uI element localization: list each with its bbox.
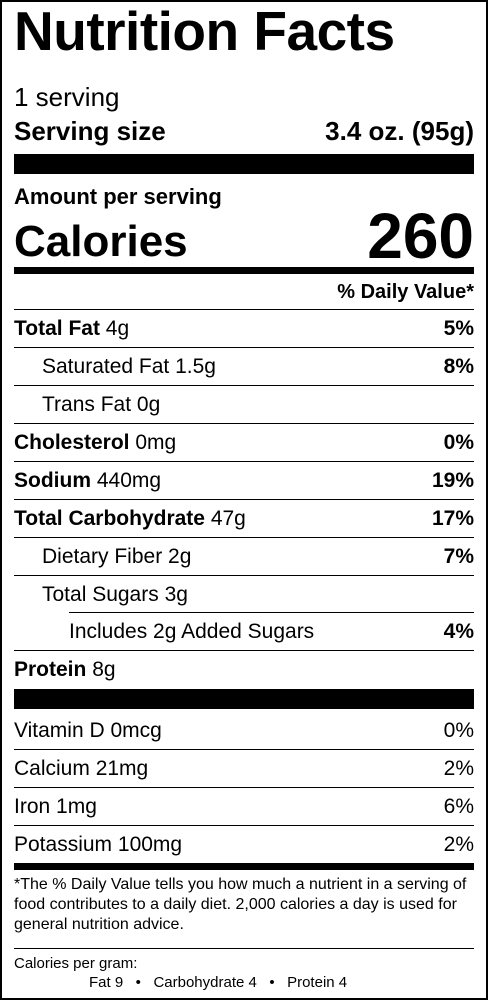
nutrient-name: Includes 2g Added Sugars — [69, 620, 315, 643]
vitamin-name: Vitamin D — [14, 719, 105, 742]
nutrient-amount: 0g — [136, 393, 161, 416]
vitamin-name: Calcium — [14, 757, 90, 780]
nutrient-row-saturated-fat: Saturated Fat 1.5g 8% — [42, 348, 474, 385]
nutrient-amount: 2g — [168, 545, 192, 568]
divider-line — [14, 749, 474, 750]
divider-line — [14, 537, 474, 538]
nutrient-name: Dietary Fiber — [42, 545, 163, 568]
nutrient-dv: 0% — [443, 431, 474, 454]
nutrient-row-added-sugars: Includes 2g Added Sugars 4% — [69, 613, 474, 650]
nutrient-amount: 0mg — [135, 431, 177, 454]
nutrient-name: Sodium — [14, 469, 91, 492]
vitamin-dv: 0% — [443, 719, 474, 742]
nutrient-row-total-carbohydrate: Total Carbohydrate 47g 17% — [14, 500, 474, 537]
divider-line — [14, 423, 474, 424]
nutrient-dv: 8% — [443, 355, 474, 378]
servings-per-container: 1 serving — [14, 82, 120, 112]
thick-divider — [14, 154, 474, 174]
nutrient-dv: 19% — [431, 469, 474, 492]
serving-size-row: Serving size 3.4 oz. (95g) — [14, 118, 474, 144]
daily-value-header: % Daily Value* — [337, 281, 474, 303]
nutrient-row-dietary-fiber: Dietary Fiber 2g 7% — [42, 538, 474, 575]
vitamin-amount: 100mg — [117, 833, 183, 856]
daily-value-footnote: *The % Daily Value tells you how much a … — [14, 876, 467, 933]
nutrient-dv: 4% — [443, 620, 474, 643]
divider-line — [14, 385, 474, 386]
divider-line — [14, 461, 474, 462]
divider-line — [14, 309, 474, 310]
thick-divider — [14, 689, 474, 709]
nutrient-amount: 8g — [92, 658, 116, 681]
divider-line — [69, 612, 474, 613]
vitamin-dv: 2% — [443, 757, 474, 780]
vitamin-row-iron: Iron 1mg 6% — [14, 788, 474, 825]
calories-row: Calories 260 — [14, 204, 474, 268]
nutrient-row-total-fat: Total Fat 4g 5% — [14, 310, 474, 347]
label-title: Nutrition Facts — [14, 0, 395, 62]
nutrient-name: Total Sugars — [42, 583, 159, 606]
nutrient-row-total-sugars: Total Sugars 3g — [42, 576, 474, 613]
divider-line — [14, 825, 474, 826]
nutrient-row-sodium: Sodium 440mg 19% — [14, 462, 474, 499]
divider-line — [14, 499, 474, 500]
calories-per-gram-label: Calories per gram: — [14, 955, 138, 972]
nutrient-amount: 4g — [105, 317, 130, 340]
vitamin-name: Potassium — [14, 833, 113, 856]
medium-divider — [14, 863, 474, 870]
vitamin-amount: 21mg — [95, 757, 149, 780]
nutrient-dv: 17% — [431, 507, 474, 530]
amount-per-serving: Amount per serving — [14, 184, 222, 209]
serving-size-value: 3.4 oz. (95g) — [325, 116, 474, 146]
vitamin-row-calcium: Calcium 21mg 2% — [14, 750, 474, 787]
vitamin-amount: 1mg — [56, 795, 97, 818]
nutrient-amount: 47g — [210, 507, 246, 530]
nutrient-name: Trans Fat — [42, 393, 132, 416]
divider-line — [14, 650, 474, 651]
medium-divider — [14, 267, 474, 274]
nutrient-amount: 3g — [164, 583, 188, 606]
vitamin-name: Iron — [14, 795, 51, 818]
nutrient-dv: 5% — [443, 317, 474, 340]
nutrient-name: Cholesterol — [14, 431, 130, 454]
nutrient-row-protein: Protein 8g — [14, 651, 474, 688]
nutrient-amount: 440mg — [96, 469, 162, 492]
divider-line — [14, 347, 474, 348]
calories-per-gram-values: Fat 9 • Carbohydrate 4 • Protein 4 — [89, 974, 348, 991]
nutrient-amount: 1.5g — [175, 355, 216, 378]
nutrient-name: Total Carbohydrate — [14, 507, 205, 530]
nutrient-name: Saturated Fat — [42, 355, 170, 378]
calories-label: Calories — [14, 217, 188, 266]
calories-per-gram: Calories per gram: Fat 9 • Carbohydrate … — [14, 954, 474, 992]
nutrient-name: Protein — [14, 658, 87, 681]
vitamin-dv: 2% — [443, 833, 474, 856]
nutrient-dv: 7% — [443, 545, 474, 568]
divider-line — [14, 787, 474, 788]
calories-value: 260 — [367, 200, 474, 272]
nutrient-row-trans-fat: Trans Fat 0g — [42, 386, 474, 423]
serving-size-label: Serving size — [14, 116, 166, 146]
vitamin-dv: 6% — [443, 795, 474, 818]
vitamin-row-potassium: Potassium 100mg 2% — [14, 826, 474, 863]
vitamin-amount: 0mcg — [110, 719, 162, 742]
divider-line — [14, 575, 474, 576]
nutrient-name: Total Fat — [14, 317, 100, 340]
divider-line — [14, 948, 474, 949]
vitamin-row-vitamin-d: Vitamin D 0mcg 0% — [14, 712, 474, 749]
nutrient-row-cholesterol: Cholesterol 0mg 0% — [14, 424, 474, 461]
